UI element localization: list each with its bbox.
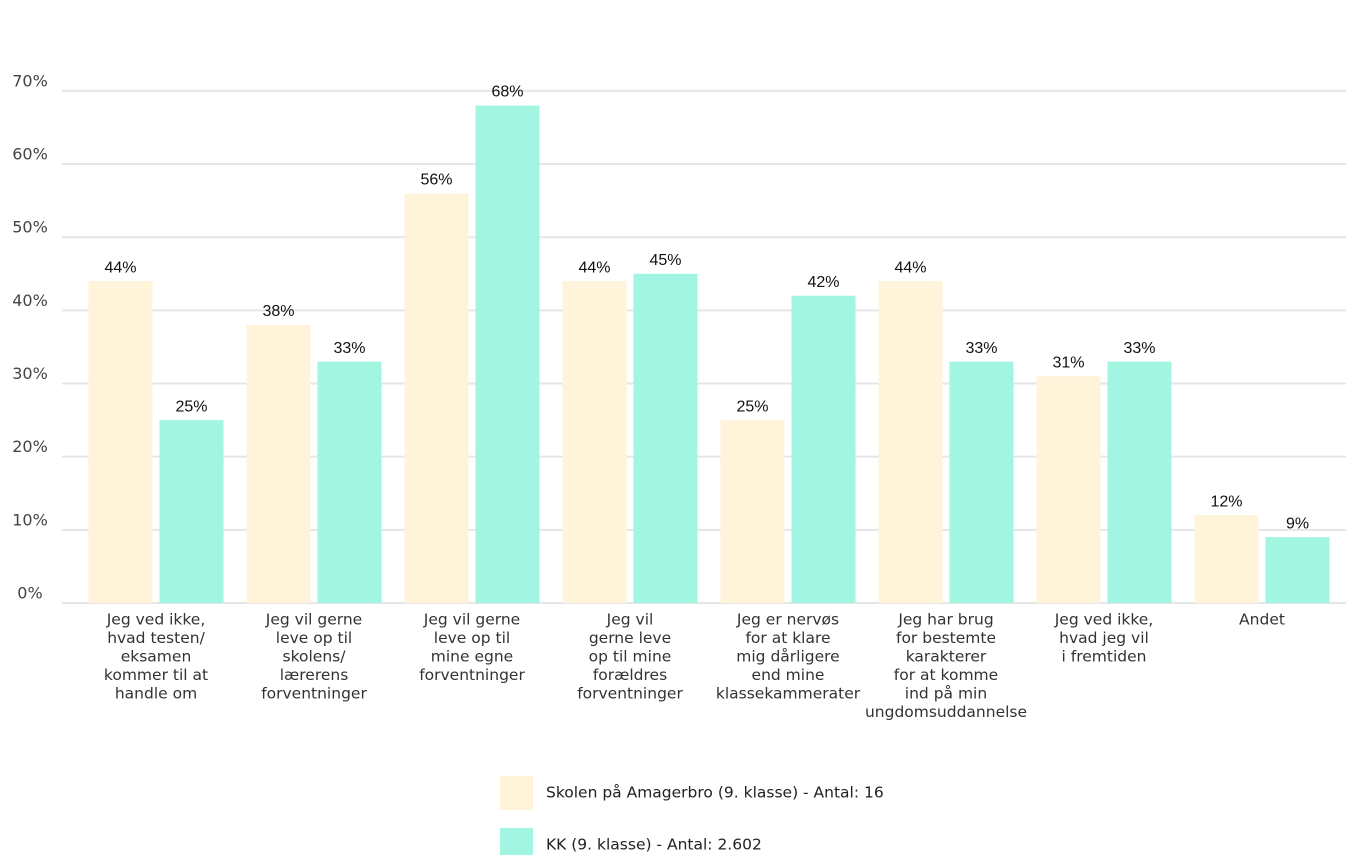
legend-swatch — [500, 776, 533, 810]
x-tick-label: hvad jeg vil — [1059, 629, 1149, 647]
bar — [720, 420, 785, 603]
bar — [562, 281, 627, 603]
x-tick-label: leve op til — [434, 629, 510, 647]
value-label: 9% — [1286, 515, 1309, 532]
x-tick-label: forventninger — [419, 666, 525, 684]
bar — [878, 281, 943, 603]
value-label: 56% — [420, 172, 452, 189]
bar — [633, 273, 698, 603]
legend-swatch — [500, 828, 533, 855]
x-tick-label: klassekammerater — [716, 685, 861, 703]
value-label: 12% — [1210, 493, 1242, 510]
bar — [1194, 515, 1259, 603]
y-tick-label: 20% — [12, 437, 48, 456]
value-label: 25% — [736, 398, 768, 415]
bar — [1036, 376, 1101, 603]
bar — [404, 193, 469, 603]
x-tick-label: Jeg har brug — [897, 611, 993, 629]
value-label: 45% — [649, 252, 681, 269]
y-tick-label: 30% — [12, 364, 48, 383]
x-tick-label: end mine — [752, 666, 825, 684]
x-tick-label: for bestemte — [896, 629, 996, 647]
bar — [1107, 361, 1172, 603]
x-tick-label: Jeg ved ikke, — [106, 611, 206, 629]
x-tick-label: Jeg vil gerne — [423, 611, 520, 629]
x-tick-label: ind på min — [905, 685, 987, 703]
y-tick-label: 50% — [12, 218, 48, 237]
x-tick-label: handle om — [115, 685, 197, 703]
bar — [88, 281, 153, 603]
x-tick-label: forventninger — [261, 685, 367, 703]
x-tick-label: kommer til at — [104, 666, 208, 684]
value-label: 31% — [1052, 354, 1084, 371]
x-tick-label: gerne leve — [589, 629, 671, 647]
y-tick-label: 40% — [12, 291, 48, 310]
bar — [317, 361, 382, 603]
x-tick-label: for at komme — [894, 666, 998, 684]
value-label: 33% — [965, 340, 997, 357]
y-tick-label: 10% — [12, 510, 48, 529]
value-label: 25% — [175, 398, 207, 415]
value-label: 33% — [1123, 340, 1155, 357]
x-tick-label: Andet — [1239, 611, 1285, 629]
x-tick-label: lærerens — [280, 666, 349, 684]
y-tick-label: 0% — [17, 584, 42, 603]
x-tick-label: karakterer — [906, 648, 987, 666]
bar — [791, 295, 856, 603]
value-label: 38% — [262, 303, 294, 320]
legend-label: Skolen på Amagerbro (9. klasse) - Antal:… — [546, 784, 884, 802]
bar — [949, 361, 1014, 603]
x-tick-label: ungdomsuddannelse — [865, 703, 1027, 721]
x-tick-label: i fremtiden — [1062, 648, 1147, 666]
x-tick-label: Jeg ved ikke, — [1054, 611, 1154, 629]
y-tick-label: 60% — [12, 145, 48, 164]
x-tick-label: forventninger — [577, 685, 683, 703]
x-tick-label: eksamen — [121, 648, 192, 666]
bar — [475, 105, 540, 604]
x-tick-label: hvad testen/ — [107, 629, 205, 647]
x-tick-label: Jeg vil gerne — [265, 611, 362, 629]
x-tick-label: Jeg er nervøs — [736, 611, 839, 629]
value-label: 44% — [104, 259, 136, 276]
x-tick-label: mine egne — [431, 648, 513, 666]
x-tick-label: mig dårligere — [736, 648, 839, 666]
y-tick-label: 70% — [12, 71, 48, 90]
bar — [1265, 537, 1330, 603]
x-tick-label: op til mine — [589, 648, 672, 666]
x-tick-label: forældres — [593, 666, 667, 684]
x-tick-label: for at klare — [745, 629, 830, 647]
legend-label: KK (9. klasse) - Antal: 2.602 — [546, 836, 762, 854]
bar — [159, 420, 224, 603]
value-label: 33% — [333, 340, 365, 357]
value-label: 68% — [491, 84, 523, 101]
value-label: 44% — [894, 259, 926, 276]
value-label: 44% — [578, 259, 610, 276]
bar — [246, 324, 311, 603]
x-tick-label: leve op til — [276, 629, 352, 647]
x-tick-label: Jeg vil — [606, 611, 654, 629]
x-tick-label: skolens/ — [283, 648, 347, 666]
value-label: 42% — [807, 274, 839, 291]
